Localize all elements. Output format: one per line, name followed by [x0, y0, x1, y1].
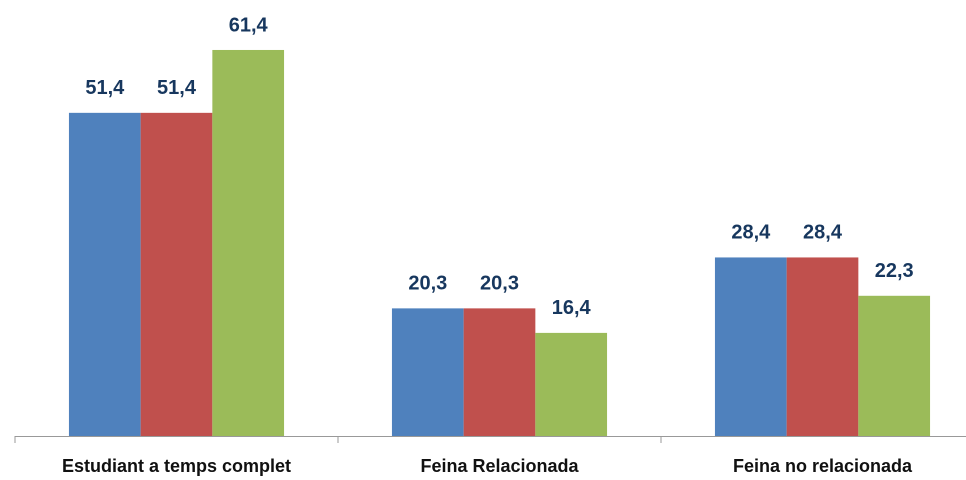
value-label: 51,4 [85, 77, 125, 99]
x-tick-label: Feina no relacionada [733, 456, 913, 476]
value-label: 51,4 [157, 77, 197, 99]
value-label: 28,4 [803, 222, 843, 244]
value-label: 28,4 [731, 222, 771, 244]
bar [68, 112, 141, 437]
value-label: 16,4 [552, 297, 592, 319]
bar [463, 308, 536, 436]
value-label: 61,4 [229, 14, 269, 36]
bar [535, 332, 608, 436]
bar [140, 112, 213, 437]
x-tick-label: Feina Relacionada [420, 456, 579, 476]
value-label: 20,3 [408, 273, 447, 295]
x-tick-label: Estudiant a temps complet [62, 456, 291, 476]
bar [391, 308, 464, 436]
bar [786, 257, 859, 436]
value-label: 22,3 [875, 260, 914, 282]
value-label: 20,3 [480, 273, 519, 295]
bar [858, 295, 931, 436]
bar [714, 257, 787, 436]
bar [212, 49, 285, 437]
